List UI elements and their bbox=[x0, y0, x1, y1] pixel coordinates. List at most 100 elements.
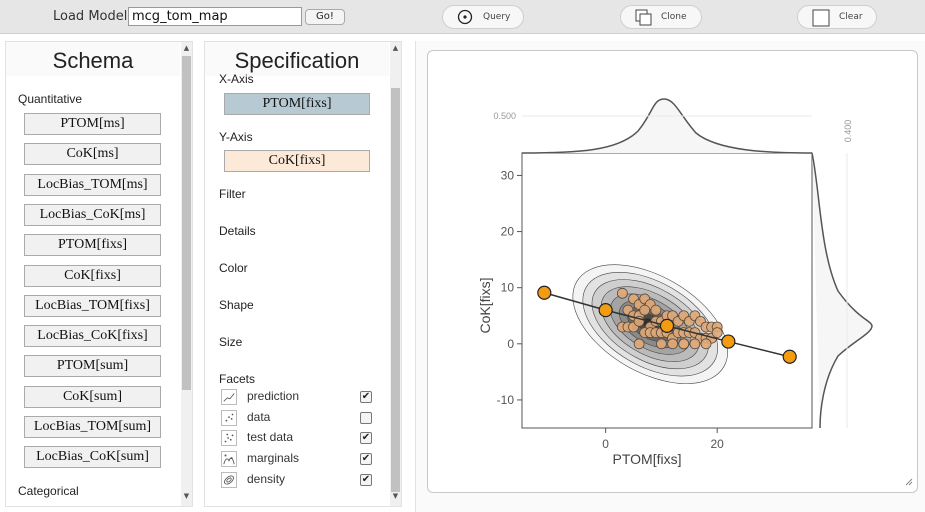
clone-label: Clone bbox=[661, 12, 687, 22]
prediction-point bbox=[782, 349, 797, 364]
test-data-point bbox=[650, 304, 662, 316]
y-tick-label: 30 bbox=[501, 168, 515, 182]
specification-panel: Specification X-Axis PTOM[fixs] Y-Axis C… bbox=[204, 41, 402, 507]
spec-scroll-down-arrow[interactable]: ▼ bbox=[392, 492, 399, 500]
schema-field[interactable]: LocBias_CoK[fixs] bbox=[24, 325, 161, 348]
schema-field[interactable]: LocBias_TOM[sum] bbox=[24, 416, 161, 438]
clear-button[interactable]: Clear bbox=[797, 5, 877, 29]
query-icon bbox=[457, 9, 473, 25]
prediction-point bbox=[537, 285, 552, 300]
schema-field[interactable]: LocBias_CoK[ms] bbox=[24, 203, 161, 226]
size-label[interactable]: Size bbox=[219, 335, 243, 349]
x-axis-label: X-Axis bbox=[219, 72, 254, 86]
test-data-point bbox=[700, 338, 712, 350]
x-axis-title: PTOM[fixs] bbox=[613, 451, 682, 467]
specification-title: Specification bbox=[205, 42, 389, 76]
resize-handle-icon bbox=[905, 478, 913, 486]
schema-panel: Schema Quantitative PTOM[ms] CoK[ms] LocBi… bbox=[5, 41, 193, 507]
y-tick-label: -10 bbox=[497, 393, 515, 407]
prediction-point bbox=[721, 334, 736, 349]
y-marginal-curve bbox=[811, 152, 873, 429]
prediction-point bbox=[659, 318, 675, 333]
facet-data[interactable]: data bbox=[219, 409, 379, 427]
schema-field[interactable]: PTOM[fixs] bbox=[24, 234, 161, 257]
test-data-point bbox=[633, 338, 645, 350]
schema-field[interactable]: PTOM[sum] bbox=[24, 355, 161, 378]
shape-label[interactable]: Shape bbox=[219, 298, 254, 312]
facet-label: test data bbox=[247, 430, 294, 445]
test-data-point bbox=[678, 338, 690, 350]
density-icon bbox=[221, 471, 237, 488]
facet-marginals[interactable]: marginals ✔ bbox=[219, 450, 379, 468]
toolbar: Load Model: mcg_tom_map Go! Query Clone … bbox=[0, 0, 925, 34]
facet-checkbox[interactable]: ✔ bbox=[360, 473, 372, 486]
query-button[interactable]: Query bbox=[442, 5, 524, 29]
schema-field[interactable]: CoK[ms] bbox=[24, 143, 161, 166]
facet-checkbox[interactable]: ✔ bbox=[360, 432, 372, 445]
x-marginal-tick: 0.500 bbox=[493, 111, 516, 121]
test-data-point bbox=[667, 338, 678, 350]
facets-label: Facets bbox=[219, 372, 256, 386]
x-tick-label: 0 bbox=[602, 437, 609, 451]
y-marginal-tick: 0.400 bbox=[843, 120, 853, 143]
schema-field[interactable]: LocBias_CoK[sum] bbox=[24, 446, 161, 469]
y-axis-title: CoK[fixs] bbox=[477, 277, 493, 333]
y-tick-label: 20 bbox=[501, 225, 515, 239]
test-data-point bbox=[656, 338, 667, 350]
facet-test-data[interactable]: test data ✔ bbox=[219, 429, 379, 447]
test-data-point bbox=[616, 287, 628, 299]
schema-scroll-thumb[interactable] bbox=[182, 56, 191, 390]
test-data-icon bbox=[221, 430, 237, 447]
query-label: Query bbox=[483, 12, 511, 22]
facet-label: data bbox=[247, 409, 271, 424]
schema-field[interactable]: PTOM[ms] bbox=[24, 113, 161, 135]
facet-label: marginals bbox=[247, 451, 300, 466]
x-axis-field[interactable]: PTOM[fixs] bbox=[224, 93, 370, 115]
spec-scrollbar[interactable]: ▲ ▼ bbox=[390, 42, 401, 506]
y-tick-label: 10 bbox=[501, 281, 515, 295]
facet-label: prediction bbox=[247, 389, 300, 403]
facet-label: density bbox=[247, 471, 286, 486]
schema-field[interactable]: CoK[fixs] bbox=[24, 264, 161, 287]
schema-field[interactable]: LocBias_TOM[ms] bbox=[24, 173, 161, 196]
model-name-input[interactable]: mcg_tom_map bbox=[128, 7, 302, 26]
spec-scroll-thumb[interactable] bbox=[391, 88, 400, 492]
go-button[interactable]: Go! bbox=[305, 9, 345, 25]
schema-scrollbar[interactable]: ▲ ▼ bbox=[181, 42, 192, 506]
chart-card: 0 20 30 20 10 0 -10 PTOM[fixs] CoK[fixs] 0.500 0.4… bbox=[427, 50, 918, 493]
facet-prediction[interactable]: prediction ✔ bbox=[219, 388, 379, 406]
y-axis-field[interactable]: CoK[fixs] bbox=[224, 150, 370, 172]
facet-checkbox[interactable]: ✔ bbox=[360, 391, 372, 403]
clone-icon bbox=[635, 9, 652, 26]
y-tick-label: 0 bbox=[507, 337, 514, 351]
clear-icon bbox=[812, 9, 830, 27]
schema-field[interactable]: LocBias_TOM[fixs] bbox=[24, 294, 161, 317]
clone-button[interactable]: Clone bbox=[620, 5, 702, 29]
test-data-point bbox=[711, 327, 723, 338]
prediction-icon bbox=[221, 389, 237, 405]
clear-label: Clear bbox=[839, 12, 863, 22]
data-icon bbox=[221, 409, 237, 426]
y-axis-label: Y-Axis bbox=[219, 130, 253, 144]
marginals-icon bbox=[221, 451, 237, 468]
details-label[interactable]: Details bbox=[219, 224, 256, 238]
spec-scroll-up-arrow[interactable]: ▲ bbox=[392, 44, 399, 52]
test-data-point bbox=[639, 304, 651, 316]
scatter-plot[interactable]: 0 20 30 20 10 0 -10 PTOM[fixs] CoK[fixs] 0.500 0.4… bbox=[428, 51, 919, 494]
facet-checkbox[interactable] bbox=[360, 411, 372, 424]
categorical-heading: Categorical bbox=[18, 484, 79, 498]
load-model-label: Load Model: bbox=[53, 9, 132, 24]
prediction-point bbox=[598, 303, 613, 318]
filter-label[interactable]: Filter bbox=[219, 187, 246, 201]
quantitative-heading: Quantitative bbox=[18, 92, 83, 106]
color-label[interactable]: Color bbox=[219, 261, 248, 275]
x-marginal-curve bbox=[521, 98, 813, 154]
x-tick-label: 20 bbox=[711, 437, 725, 451]
schema-field[interactable]: CoK[sum] bbox=[24, 385, 161, 408]
facet-checkbox[interactable]: ✔ bbox=[360, 453, 372, 466]
schema-title: Schema bbox=[6, 42, 180, 76]
scroll-down-arrow[interactable]: ▼ bbox=[183, 492, 190, 500]
scroll-up-arrow[interactable]: ▲ bbox=[183, 44, 190, 52]
facet-density[interactable]: density ✔ bbox=[219, 471, 379, 489]
test-data-point bbox=[689, 338, 701, 350]
